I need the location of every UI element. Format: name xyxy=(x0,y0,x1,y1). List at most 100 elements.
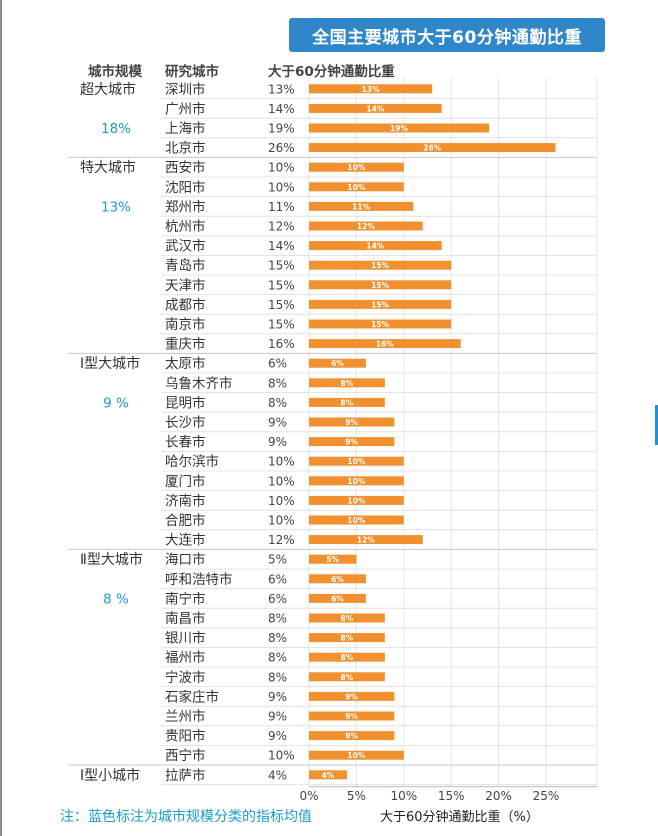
bar xyxy=(309,633,385,643)
bar xyxy=(309,358,366,368)
city-label: 昆明市 xyxy=(165,394,206,411)
bar-data-label: 5% xyxy=(326,555,339,564)
value-label: 8% xyxy=(268,670,287,684)
tier-mean-label: 18% xyxy=(101,121,131,137)
bar xyxy=(309,84,433,94)
value-label: 8% xyxy=(268,376,287,390)
value-label: 19% xyxy=(268,122,295,136)
value-label: 14% xyxy=(268,102,295,116)
value-label: 12% xyxy=(268,220,295,234)
bar xyxy=(309,397,385,407)
bar-data-label: 10% xyxy=(347,496,365,505)
city-label: 长春市 xyxy=(165,434,206,451)
bar xyxy=(309,221,423,231)
value-label: 9% xyxy=(268,435,287,449)
bar-data-label: 10% xyxy=(347,751,365,760)
value-label: 9% xyxy=(268,416,287,430)
bar xyxy=(309,593,366,603)
bar-data-label: 8% xyxy=(341,673,354,682)
x-axis-label: 大于60分钟通勤比重（%） xyxy=(380,810,539,825)
bar xyxy=(309,652,385,662)
bar-data-label: 9% xyxy=(345,418,358,427)
bar xyxy=(309,535,423,545)
x-tick-label: 5% xyxy=(347,789,366,803)
bar xyxy=(309,711,395,721)
city-label: 青岛市 xyxy=(165,257,206,274)
bar-data-label: 10% xyxy=(347,477,365,486)
header-share: 大于60分钟通勤比重 xyxy=(268,64,395,80)
bar-data-label: 8% xyxy=(341,614,354,623)
tier-label: 超大城市 xyxy=(80,81,136,98)
bar xyxy=(309,613,385,623)
bar-data-label: 8% xyxy=(341,398,354,407)
bar-data-label: 15% xyxy=(371,320,389,329)
bar xyxy=(309,750,404,760)
city-label: 西宁市 xyxy=(165,747,206,764)
value-label: 15% xyxy=(268,298,295,312)
right-edge-accent xyxy=(655,405,658,445)
bar xyxy=(309,554,357,564)
value-label: 10% xyxy=(268,455,295,469)
bar xyxy=(309,770,347,780)
tier-mean-label: 9 % xyxy=(103,395,129,411)
bar xyxy=(309,260,452,270)
city-label: 西安市 xyxy=(165,159,206,176)
header-city: 研究城市 xyxy=(165,64,219,80)
bar-data-label: 8% xyxy=(341,379,354,388)
value-label: 12% xyxy=(268,533,295,547)
x-tick-label: 0% xyxy=(299,789,318,803)
bar xyxy=(309,299,452,309)
value-label: 10% xyxy=(268,474,295,488)
bar-data-label: 11% xyxy=(352,202,370,211)
bar-data-label: 9% xyxy=(345,712,358,721)
bar-data-label: 12% xyxy=(357,536,375,545)
city-label: 南京市 xyxy=(165,316,206,333)
x-tick-label: 15% xyxy=(438,789,465,803)
value-label: 16% xyxy=(268,337,295,351)
value-label: 5% xyxy=(268,553,287,567)
value-label: 15% xyxy=(268,278,295,292)
city-label: 上海市 xyxy=(165,120,206,137)
value-label: 10% xyxy=(268,494,295,508)
x-tick-label: 10% xyxy=(390,789,417,803)
city-label: 贵阳市 xyxy=(165,728,206,745)
bar-data-label: 13% xyxy=(362,85,380,94)
value-label: 9% xyxy=(268,710,287,724)
value-label: 10% xyxy=(268,161,295,175)
value-label: 15% xyxy=(268,318,295,332)
city-label: 长沙市 xyxy=(165,414,206,431)
value-label: 8% xyxy=(268,612,287,626)
bar xyxy=(309,437,395,447)
value-label: 13% xyxy=(268,82,295,96)
city-label: 郑州市 xyxy=(165,198,206,215)
bar xyxy=(309,731,395,741)
bar xyxy=(309,143,556,153)
bar-data-label: 9% xyxy=(345,438,358,447)
bar-data-label: 8% xyxy=(341,634,354,643)
city-label: 济南市 xyxy=(165,492,206,509)
bar xyxy=(309,476,404,486)
bar-data-label: 16% xyxy=(376,340,394,349)
value-label: 15% xyxy=(268,259,295,273)
city-label: 北京市 xyxy=(165,140,206,157)
tier-label: Ⅱ型大城市 xyxy=(80,551,143,568)
bar xyxy=(309,280,452,290)
city-label: 南昌市 xyxy=(165,610,206,627)
bar-data-label: 19% xyxy=(390,124,408,133)
city-label: 合肥市 xyxy=(165,512,206,529)
bar-data-label: 9% xyxy=(345,692,358,701)
value-label: 26% xyxy=(268,141,295,155)
city-label: 广州市 xyxy=(165,100,206,117)
x-tick-label: 20% xyxy=(485,789,512,803)
city-label: 太原市 xyxy=(165,355,206,372)
city-label: 重庆市 xyxy=(165,336,206,353)
value-label: 9% xyxy=(268,690,287,704)
city-label: 拉萨市 xyxy=(165,767,206,784)
bar-data-label: 6% xyxy=(331,575,344,584)
tier-mean-label: 8 % xyxy=(103,591,129,607)
bar xyxy=(309,339,461,349)
value-label: 9% xyxy=(268,729,287,743)
city-label: 沈阳市 xyxy=(165,179,206,196)
city-label: 兰州市 xyxy=(165,708,206,725)
